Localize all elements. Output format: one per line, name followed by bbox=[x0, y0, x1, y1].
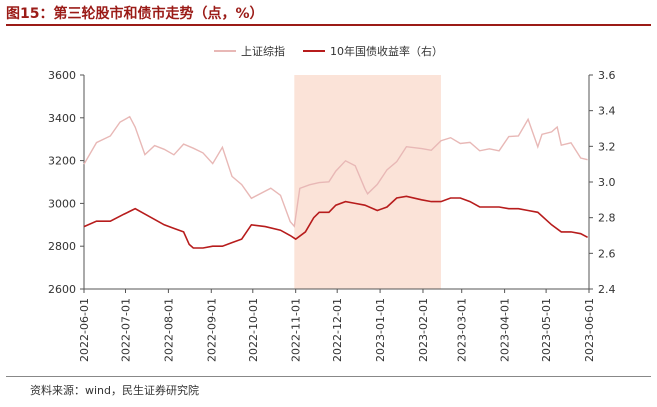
right-tick-label: 3.2 bbox=[598, 140, 616, 153]
x-tick-label: 2023-06-01 bbox=[583, 298, 596, 362]
series-line-shanghai-index bbox=[83, 115, 588, 228]
page-title: 图15：第三轮股市和债市走势（点，%） bbox=[6, 6, 264, 22]
right-tick-label: 2.8 bbox=[598, 212, 616, 225]
left-tick-label: 3000 bbox=[48, 197, 76, 210]
left-tick-label: 2800 bbox=[48, 240, 76, 253]
x-tick-label: 2023-04-01 bbox=[499, 298, 512, 362]
x-tick-label: 2022-07-01 bbox=[120, 298, 133, 362]
left-tick-label: 3400 bbox=[48, 112, 76, 125]
legend-label-shanghai-index: 上证综指 bbox=[241, 44, 285, 58]
x-tick-label: 2022-10-01 bbox=[247, 298, 260, 362]
source-note: 资料来源：wind，民生证券研究院 bbox=[30, 384, 200, 397]
x-tick-label: 2023-05-01 bbox=[540, 298, 553, 362]
title-divider bbox=[6, 24, 651, 26]
shaded-period bbox=[294, 75, 441, 289]
left-tick-label: 2600 bbox=[48, 283, 76, 296]
left-tick-label: 3600 bbox=[48, 69, 76, 82]
x-tick-label: 2022-08-01 bbox=[162, 298, 175, 362]
source-divider bbox=[6, 376, 651, 377]
left-tick-label: 3200 bbox=[48, 155, 76, 168]
x-axis-ticks: 2022-06-01 2022-07-01 2022-08-01 2022-09-01… bbox=[78, 289, 596, 362]
x-tick-label: 2022-06-01 bbox=[78, 298, 91, 362]
x-tick-label: 2023-01-01 bbox=[374, 298, 387, 362]
legend-label-10y-bond-yield: 10年国债收益率（右） bbox=[330, 44, 443, 58]
right-tick-label: 3.4 bbox=[598, 105, 616, 118]
right-axis-ticks: 2.4 2.6 2.8 3.0 3.2 3.4 3.6 bbox=[589, 69, 616, 296]
right-tick-label: 3.0 bbox=[598, 176, 616, 189]
x-tick-label: 2022-12-01 bbox=[331, 298, 344, 362]
left-axis-ticks: 2600 2800 3000 3200 3400 3600 bbox=[48, 69, 84, 296]
x-tick-label: 2022-11-01 bbox=[290, 298, 303, 362]
x-tick-label: 2023-02-01 bbox=[417, 298, 430, 362]
x-tick-label: 2022-09-01 bbox=[205, 298, 218, 362]
right-tick-label: 2.4 bbox=[598, 283, 616, 296]
right-tick-label: 2.6 bbox=[598, 247, 616, 260]
x-tick-label: 2023-03-01 bbox=[456, 298, 469, 362]
series-line-10y-bond-yield bbox=[83, 195, 588, 249]
right-tick-label: 3.6 bbox=[598, 69, 616, 82]
